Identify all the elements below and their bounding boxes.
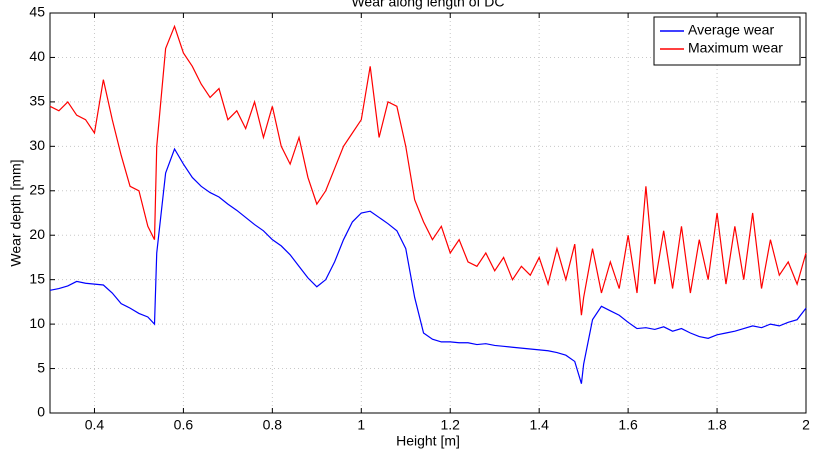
x-axis-label: Height [m] [396,433,460,449]
x-tick-label: 2 [802,417,810,433]
x-tick-label: 0.6 [174,417,194,433]
x-tick-label: 1.8 [707,417,727,433]
y-tick-label: 45 [29,4,45,20]
x-tick-label: 1.4 [529,417,549,433]
x-tick-label: 0.4 [85,417,105,433]
data-line [49,147,807,384]
y-axis-label: Wear depth [mm] [8,159,24,266]
y-tick-label: 0 [37,404,45,420]
y-tick-label: 40 [29,48,45,64]
y-tick-label: 35 [29,93,45,109]
y-tick-label: 10 [29,315,45,331]
legend-box [653,16,801,66]
x-tick-label: 0.8 [263,417,283,433]
x-tick-label: 1.6 [618,417,638,433]
y-tick-label: 20 [29,226,45,242]
plot-frame [49,12,807,414]
legend-label: Maximum wear [688,40,783,56]
y-tick-label: 30 [29,137,45,153]
chart-title: Wear along length of DC [351,0,504,10]
x-tick-label: 1.2 [441,417,461,433]
y-tick-label: 5 [37,359,45,375]
x-tick-label: 1 [357,417,365,433]
y-tick-label: 15 [29,270,45,286]
y-tick-label: 25 [29,181,45,197]
legend-label: Average wear [688,22,774,38]
data-line [49,24,807,316]
